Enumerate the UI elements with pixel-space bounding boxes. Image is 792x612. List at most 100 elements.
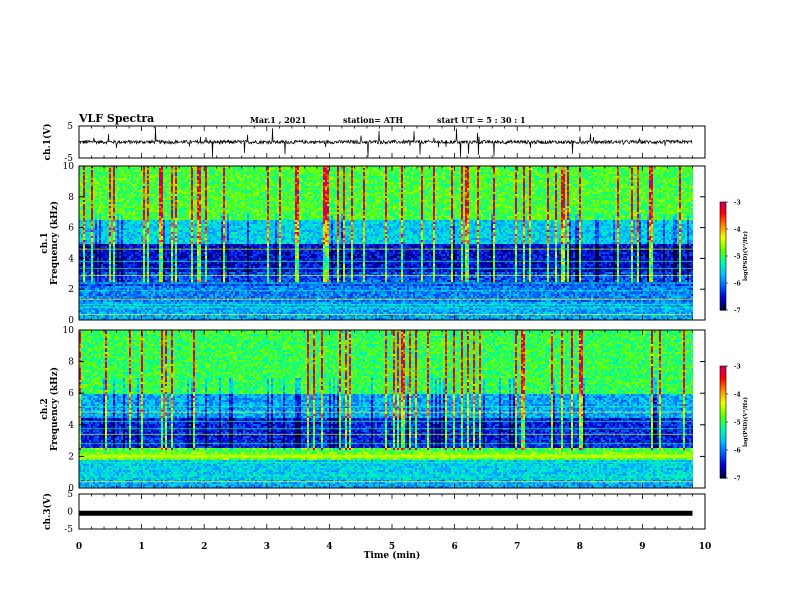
- spectrogram-cell: [127, 202, 129, 204]
- spectrogram-cell: [87, 176, 89, 178]
- spectrogram-cell: [133, 196, 135, 198]
- spectrogram-cell: [181, 230, 183, 232]
- spectrogram-cell: [111, 254, 113, 256]
- spectrogram-cell: [179, 222, 181, 224]
- spectrogram-cell: [115, 242, 117, 244]
- spectrogram-cell: [181, 308, 183, 310]
- spectrogram-cell: [167, 174, 169, 176]
- spectrogram-cell: [97, 226, 99, 228]
- spectrogram-cell: [157, 264, 159, 266]
- spectrogram-cell: [115, 212, 117, 214]
- spectrogram-cell: [165, 276, 167, 278]
- spectrogram-cell: [87, 266, 89, 268]
- spectrogram-cell: [133, 198, 135, 200]
- spectrogram-cell: [109, 202, 111, 204]
- spectrogram-cell: [185, 192, 187, 194]
- spectrogram-cell: [117, 198, 119, 200]
- spectrogram-cell: [177, 230, 179, 232]
- spectrogram-cell: [143, 218, 145, 220]
- spectrogram-cell: [107, 300, 109, 302]
- spectrogram-cell: [117, 278, 119, 280]
- spectrogram-cell: [137, 228, 139, 230]
- spectrogram-cell: [131, 280, 133, 282]
- spectrogram-cell: [137, 238, 139, 240]
- spectrogram-cell: [181, 288, 183, 290]
- spectrogram-cell: [177, 224, 179, 226]
- spectrogram-cell: [117, 220, 119, 222]
- spectrogram-cell: [81, 208, 83, 210]
- spectrogram-cell: [159, 178, 161, 180]
- spectrogram-cell: [81, 252, 83, 254]
- spectrogram-cell: [141, 184, 143, 186]
- spectrogram-cell: [171, 234, 173, 236]
- spectrogram-cell: [155, 316, 157, 318]
- spectrogram-cell: [119, 206, 121, 208]
- spectrogram-cell: [83, 252, 85, 254]
- spectrogram-cell: [101, 234, 103, 236]
- spectrogram-cell: [137, 186, 139, 188]
- spectrogram-cell: [183, 216, 185, 218]
- spectrogram-cell: [85, 284, 87, 286]
- spectrogram-cell: [85, 218, 87, 220]
- spectrogram-cell: [151, 308, 153, 310]
- spectrogram-cell: [103, 270, 105, 272]
- spectrogram-cell: [111, 266, 113, 268]
- spectrogram-cell: [103, 188, 105, 190]
- spectrogram-cell: [139, 284, 141, 286]
- spectrogram-cell: [181, 186, 183, 188]
- spectrogram-cell: [141, 234, 143, 236]
- spectrogram-cell: [163, 170, 165, 172]
- spectrogram-cell: [161, 180, 163, 182]
- spectrogram-cell: [165, 210, 167, 212]
- spectrogram-cell: [177, 174, 179, 176]
- spectrogram-cell: [179, 184, 181, 186]
- spectrogram-cell: [179, 218, 181, 220]
- spectrogram-cell: [93, 308, 95, 310]
- spectrogram-cell: [163, 270, 165, 272]
- spectrogram-cell: [163, 210, 165, 212]
- spectrogram-cell: [127, 302, 129, 304]
- spectrogram-cell: [103, 284, 105, 286]
- spectrogram-cell: [185, 184, 187, 186]
- spectrogram-cell: [113, 212, 115, 214]
- spectrogram-cell: [173, 254, 175, 256]
- spectrogram-cell: [135, 286, 137, 288]
- spectrogram-cell: [113, 204, 115, 206]
- spectrogram-cell: [109, 204, 111, 206]
- spectrogram-cell: [107, 238, 109, 240]
- spectrogram-cell: [171, 238, 173, 240]
- spectrogram-cell: [161, 170, 163, 172]
- spectrogram-cell: [89, 308, 91, 310]
- spectrogram-cell: [81, 216, 83, 218]
- spectrogram-cell: [133, 172, 135, 174]
- spectrogram-cell: [113, 198, 115, 200]
- spectrogram-cell: [137, 242, 139, 244]
- spectrogram-cell: [147, 170, 149, 172]
- spectrogram-cell: [165, 238, 167, 240]
- spectrogram-cell: [179, 226, 181, 228]
- spectrogram-cell: [145, 250, 147, 252]
- spectrogram-cell: [95, 272, 97, 274]
- spectrogram-cell: [173, 242, 175, 244]
- spectrogram-cell: [167, 296, 169, 298]
- spectrogram-cell: [127, 180, 129, 182]
- spectrogram-cell: [175, 286, 177, 288]
- spectrogram-cell: [135, 296, 137, 298]
- spectrogram-cell: [159, 198, 161, 200]
- spectrogram-cell: [131, 246, 133, 248]
- spectrogram-cell: [161, 218, 163, 220]
- spectrogram-cell: [127, 184, 129, 186]
- spectrogram-cell: [107, 172, 109, 174]
- spectrogram-cell: [149, 208, 151, 210]
- spectrogram-cell: [171, 174, 173, 176]
- spectrogram-cell: [179, 246, 181, 248]
- spectrogram-cell: [89, 252, 91, 254]
- spectrogram-cell: [89, 186, 91, 188]
- spectrogram-cell: [99, 196, 101, 198]
- spectrogram-cell: [157, 302, 159, 304]
- spectrogram-cell: [159, 196, 161, 198]
- spectrogram-cell: [95, 236, 97, 238]
- spectrogram-cell: [181, 262, 183, 264]
- spectrogram-cell: [147, 240, 149, 242]
- spectrogram-cell: [103, 208, 105, 210]
